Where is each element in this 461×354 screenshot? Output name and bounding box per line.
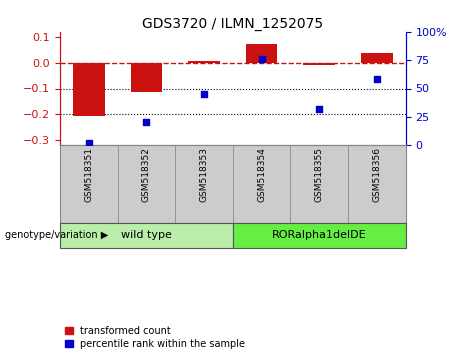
Bar [118, 145, 175, 223]
Legend: transformed count, percentile rank within the sample: transformed count, percentile rank withi… [65, 326, 245, 349]
Bar [303, 63, 335, 64]
Point [373, 76, 381, 82]
Text: genotype/variation ▶: genotype/variation ▶ [5, 230, 108, 240]
Bar [60, 223, 233, 248]
Bar [60, 145, 118, 223]
Point [315, 106, 323, 112]
Bar [290, 145, 348, 223]
Bar [246, 44, 278, 63]
Bar [348, 145, 406, 223]
Point [200, 91, 207, 97]
Text: GSM518355: GSM518355 [315, 148, 324, 202]
Point [142, 120, 150, 125]
Text: RORalpha1delDE: RORalpha1delDE [272, 230, 366, 240]
Bar [175, 145, 233, 223]
Bar [188, 61, 220, 63]
Text: GSM518356: GSM518356 [372, 148, 381, 202]
Text: GSM518353: GSM518353 [200, 148, 208, 202]
Bar [361, 53, 393, 63]
Text: wild type: wild type [121, 230, 172, 240]
Bar [73, 63, 105, 115]
Point [258, 56, 266, 62]
Text: GSM518351: GSM518351 [84, 148, 93, 202]
Bar [233, 223, 406, 248]
Text: GSM518354: GSM518354 [257, 148, 266, 202]
Text: GSM518352: GSM518352 [142, 148, 151, 202]
Bar [130, 63, 162, 92]
Title: GDS3720 / ILMN_1252075: GDS3720 / ILMN_1252075 [142, 17, 323, 31]
Bar [233, 145, 290, 223]
Point [85, 140, 92, 146]
